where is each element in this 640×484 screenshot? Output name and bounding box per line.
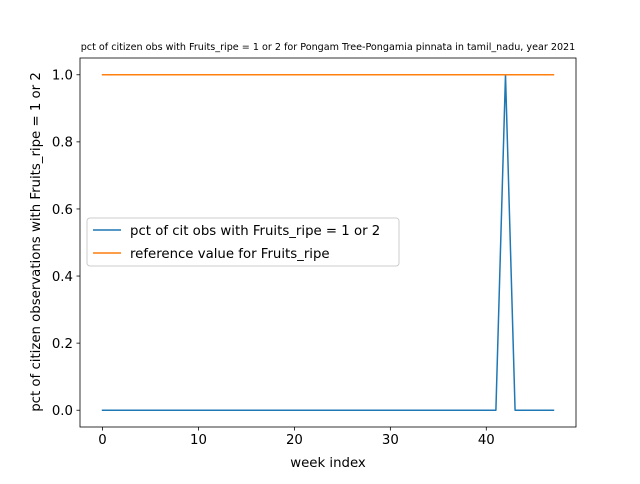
- x-tick-label: 10: [190, 433, 207, 448]
- legend-box: [86, 217, 400, 267]
- legend: pct of cit obs with Fruits_ripe = 1 or 2…: [86, 217, 400, 267]
- x-tick-label: 0: [98, 433, 106, 448]
- axes-frame: [79, 57, 577, 428]
- y-tick-label: 1.0: [52, 69, 73, 84]
- y-tick-label: 0.4: [52, 270, 73, 285]
- series-line-1: [101, 74, 555, 411]
- y-tick-label: 0.0: [52, 404, 73, 419]
- x-axis-label: week index: [290, 456, 366, 471]
- y-tick-label: 0.2: [52, 337, 73, 352]
- chart-title: pct of citizen obs with Fruits_ripe = 1 …: [81, 42, 576, 53]
- plot-area: 0 10 20 30 40 0.0 0.2 0.4 0.6 0.8 1.0: [52, 57, 577, 448]
- legend-label: reference value for Fruits_ripe: [130, 247, 330, 262]
- x-tick-label: 30: [382, 433, 399, 448]
- y-tick-label: 0.8: [52, 136, 73, 151]
- x-tick-label: 40: [478, 433, 495, 448]
- legend-label: pct of cit obs with Fruits_ripe = 1 or 2: [130, 224, 380, 239]
- x-tick-label: 20: [286, 433, 303, 448]
- y-tick-label: 0.6: [52, 203, 73, 218]
- y-axis-label: pct of citizen observations with Fruits_…: [29, 72, 44, 412]
